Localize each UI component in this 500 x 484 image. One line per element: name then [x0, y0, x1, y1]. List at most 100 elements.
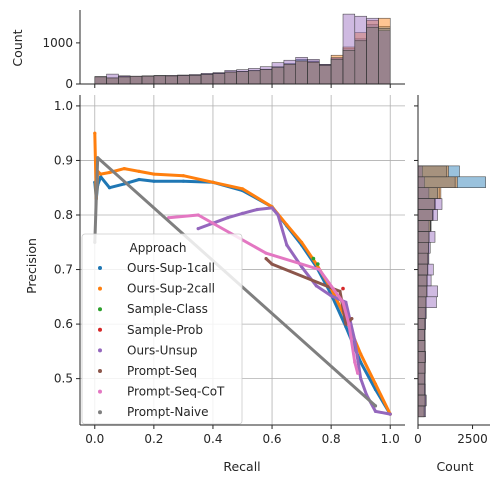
data-point: [300, 265, 304, 269]
series-layer: [93, 131, 392, 416]
histogram-bar: [417, 176, 456, 188]
histogram-bar: [417, 263, 428, 276]
top-y-tick-label: 0: [65, 77, 73, 91]
top-hist-ours-sup-2call: [94, 17, 391, 85]
data-point: [373, 404, 378, 408]
data-point: [107, 186, 112, 190]
legend-label: Prompt-Seq-CoT: [127, 385, 225, 399]
data-point: [350, 317, 354, 321]
legend-marker-ours-sup-1call: [98, 266, 102, 270]
top-marginal-histogram: 0 1000 Count: [10, 10, 405, 91]
main-y-ticks: 0.5 0.6 0.7 0.8 0.9 1.0: [54, 99, 80, 386]
histogram-bar: [417, 187, 438, 199]
legend-label: Ours-Sup-1call: [127, 261, 215, 275]
histogram-bar: [417, 220, 431, 232]
data-point: [270, 262, 274, 266]
histogram-bar: [342, 50, 356, 85]
histogram-bar: [307, 62, 320, 85]
data-point: [338, 289, 342, 293]
right-x-tick-label: 2500: [457, 432, 488, 446]
y-tick-label: 1.0: [54, 99, 73, 113]
legend-label: Sample-Prob: [127, 323, 203, 337]
histogram-bar: [417, 383, 425, 396]
histogram-bar: [417, 285, 427, 298]
histogram-bar: [417, 394, 426, 407]
histogram-bar: [224, 71, 237, 85]
data-point: [344, 325, 348, 329]
legend-marker-ours-sup-2call: [98, 286, 102, 291]
right-histogram-xlabel: Count: [436, 459, 473, 474]
data-point: [344, 300, 348, 304]
data-point: [316, 262, 320, 266]
histogram-bar: [212, 73, 226, 85]
histogram-bar: [248, 70, 261, 85]
data-point: [388, 412, 392, 416]
data-point: [356, 371, 360, 375]
x-tick-label: 1.0: [381, 432, 400, 446]
histogram-bar: [417, 372, 425, 385]
histogram-bar: [295, 60, 308, 85]
histogram-bar: [378, 28, 391, 85]
histogram-bar: [417, 362, 426, 374]
data-point: [359, 352, 363, 356]
series-sample-prob: [341, 286, 345, 291]
main-xlabel: Recall: [223, 459, 260, 474]
histogram-bar: [417, 307, 426, 319]
data-point: [226, 216, 230, 220]
histogram-bar: [236, 71, 249, 85]
series-prompt-seq-cot: [167, 213, 360, 375]
histogram-bar: [417, 198, 435, 210]
histogram-bar: [177, 75, 190, 85]
histogram-bar: [417, 296, 427, 308]
y-tick-label: 0.6: [54, 317, 73, 331]
data-point: [107, 170, 112, 175]
data-point: [359, 377, 363, 381]
main-ylabel: Precision: [24, 238, 39, 294]
series-line-prompt-seq-cot: [167, 213, 360, 375]
legend: Approach Ours-Sup-1call Ours-Sup-2call Sam…: [81, 233, 243, 425]
histogram-bar: [271, 66, 285, 85]
histogram-bar: [417, 318, 426, 330]
data-point: [96, 156, 100, 160]
legend-marker-prompt-seq: [98, 369, 102, 373]
top-hist-prompt-naive: [94, 27, 391, 85]
x-tick-label: 0.2: [144, 432, 163, 446]
histogram-bar: [417, 329, 425, 341]
data-point: [99, 175, 103, 179]
histogram-bar: [129, 76, 143, 85]
data-point: [196, 213, 200, 217]
legend-marker-sample-class: [98, 307, 102, 312]
data-point: [240, 211, 245, 215]
x-tick-label: 0.4: [203, 432, 222, 446]
data-point: [264, 251, 268, 255]
legend-marker-sample-prob: [98, 327, 102, 332]
data-point: [122, 167, 126, 171]
data-point: [152, 179, 156, 183]
top-hist-ours-sup-1call: [94, 24, 391, 85]
data-point: [341, 300, 345, 304]
x-tick-label: 0.6: [262, 432, 281, 446]
main-x-ticks: 0.0 0.2 0.4 0.6 0.8 1.0: [85, 425, 400, 446]
histogram-bar: [330, 59, 344, 85]
data-point: [373, 382, 378, 386]
data-point: [285, 243, 289, 247]
data-point: [152, 172, 156, 176]
data-point: [311, 256, 316, 261]
histogram-bar: [153, 75, 166, 85]
data-point: [240, 187, 245, 191]
data-point: [329, 294, 333, 298]
histogram-bar: [189, 75, 202, 85]
data-point: [99, 172, 103, 176]
histogram-bar: [141, 75, 155, 85]
data-point: [264, 257, 268, 261]
data-point: [373, 409, 378, 413]
legend-marker-prompt-naive: [98, 410, 102, 415]
histogram-bar: [283, 64, 296, 85]
series-ours-unsup: [196, 206, 392, 416]
data-point: [344, 322, 348, 326]
histogram-bar: [417, 252, 429, 265]
histogram-bar: [417, 231, 430, 243]
histogram-bar: [319, 65, 332, 85]
right-histogram-bars: [417, 165, 486, 418]
histogram-bar: [417, 340, 426, 352]
